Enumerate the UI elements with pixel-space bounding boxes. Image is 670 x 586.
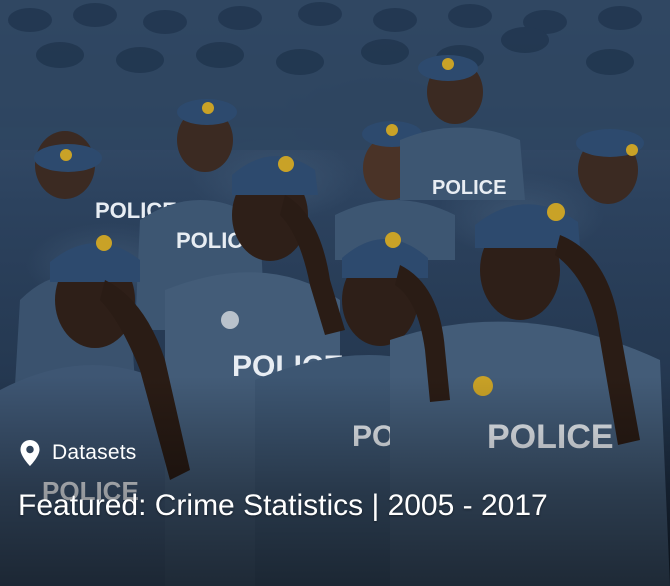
category-label: Datasets — [52, 441, 137, 464]
vest-label: POLICE — [487, 418, 614, 456]
category-tag[interactable]: Datasets — [20, 440, 136, 466]
location-pin-icon — [20, 440, 40, 466]
card-title[interactable]: Featured: Crime Statistics | 2005 - 2017 — [18, 489, 548, 522]
vest-label: POLICE — [432, 177, 506, 199]
background-crowd — [0, 0, 670, 150]
